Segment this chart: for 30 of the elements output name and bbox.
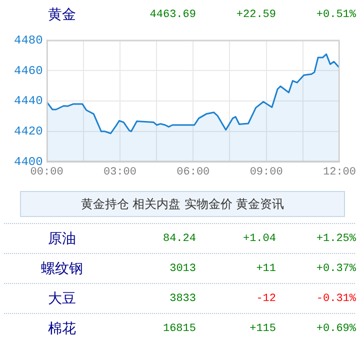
text: 大豆 [47,290,77,308]
text: +115 [248,322,276,334]
y-tick-label: 4440 [14,94,43,108]
text: 4463.69 [148,8,196,20]
text: +0.37% [315,262,356,274]
text: 棉花 [47,320,77,338]
x-tick-label: 03:00 [103,166,136,178]
chart-title: 黄金 [47,6,77,24]
y-tick-label: 4480 [14,33,43,48]
text: +0.51% [315,8,356,20]
text: +11 [255,262,276,274]
x-tick-label: 00:00 [30,166,64,178]
text: 原油 [47,230,77,248]
text: +22.59 [235,8,276,20]
text: 3833 [168,292,196,304]
text: +1.25% [315,232,356,244]
y-tick-label: 4420 [14,124,43,139]
text: -12 [255,292,276,304]
text: 黄金持仓 相关内盘 实物金价 黄金资讯 [20,191,345,217]
text: 3013 [168,262,196,274]
text: -0.31% [315,292,356,304]
y-tick-label: 4460 [14,64,43,78]
text: 16815 [162,322,196,334]
text: +1.04 [242,232,276,244]
x-tick-label: 12:00 [322,166,356,178]
text: +0.69% [315,322,356,334]
x-tick-label: 06:00 [176,166,210,178]
text: 螺纹钢 [40,260,84,278]
text: 84.24 [162,232,196,244]
x-tick-label: 09:00 [250,166,283,178]
